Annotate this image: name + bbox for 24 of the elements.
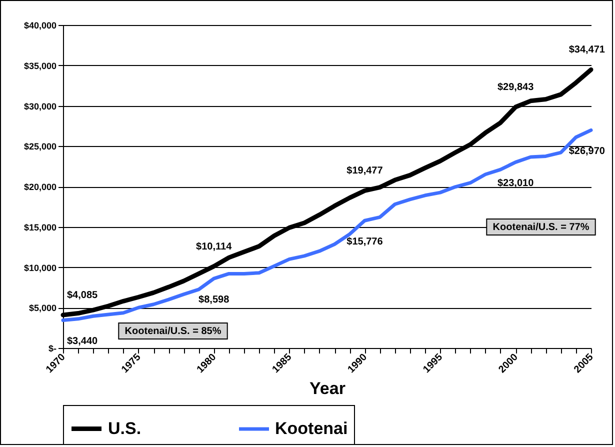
annotation: Kootenai/U.S. = 85%: [124, 326, 222, 337]
y-tick-label: $30,000: [24, 101, 56, 112]
y-tick-label: $40,000: [24, 20, 56, 30]
annotation: $8,598: [198, 294, 230, 306]
y-tick-label: $25,000: [24, 142, 56, 152]
y-tick-label: $20,000: [24, 182, 56, 192]
annotation: $4,085: [67, 290, 98, 302]
y-tick-label: $10,000: [24, 262, 56, 273]
legend-label: Kootenai: [275, 419, 348, 438]
legend-label: U.S.: [108, 418, 142, 438]
annotation: $26,970: [568, 146, 606, 158]
annotation: $19,477: [346, 166, 384, 177]
annotation: $10,114: [196, 241, 232, 252]
annotation: $34,471: [568, 44, 606, 56]
annotation: $15,776: [346, 236, 384, 248]
annotation: $23,010: [497, 178, 534, 190]
y-tick-label: $35,000: [24, 60, 56, 71]
y-tick-label: $-: [48, 344, 56, 354]
x-axis-title: Year: [310, 378, 346, 398]
annotation: $29,843: [497, 82, 534, 94]
annotation: $3,440: [67, 336, 98, 348]
y-tick-label: $5,000: [28, 303, 56, 314]
annotation: Kootenai/U.S. = 77%: [492, 222, 590, 233]
y-tick-label: $15,000: [24, 222, 56, 232]
